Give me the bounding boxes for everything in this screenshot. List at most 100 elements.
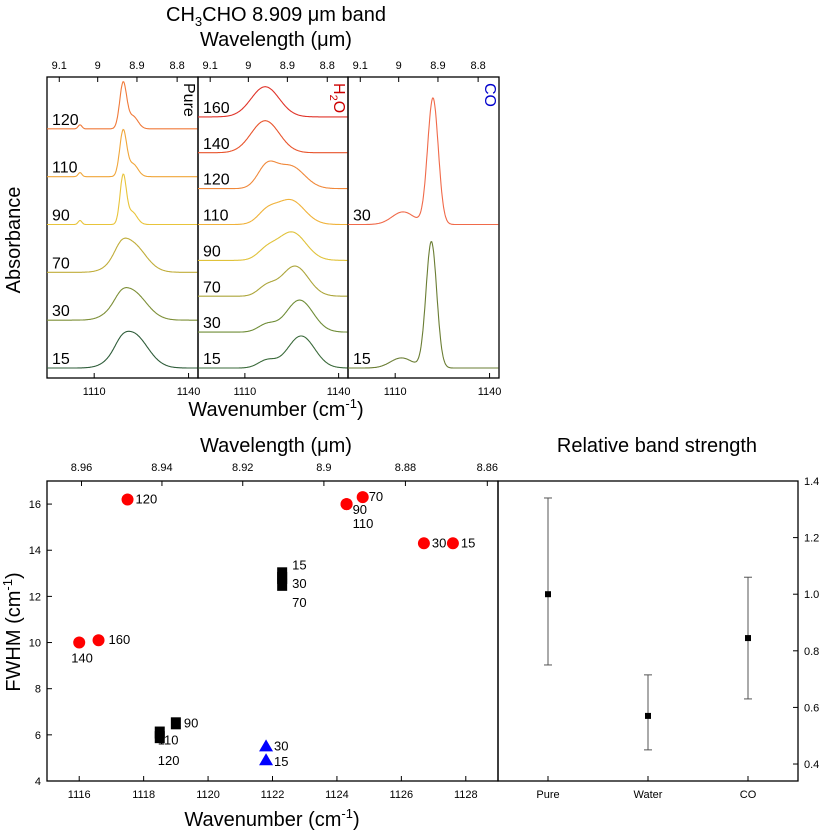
band-strength-category-label: Water bbox=[634, 789, 663, 801]
trace-temp-label: 30 bbox=[52, 303, 70, 320]
trace-temp-label: 90 bbox=[52, 208, 70, 225]
trace-temp-label: 120 bbox=[52, 112, 79, 129]
fwhm-y-tick-label: 6 bbox=[35, 730, 41, 742]
trace-temp-label: 15 bbox=[52, 351, 70, 368]
band-strength-category-label: Pure bbox=[536, 789, 559, 801]
fwhm-y-axis-label: FWHM (cm-1) bbox=[0, 572, 25, 691]
fwhm-point-circle bbox=[92, 634, 105, 647]
fwhm-x-axis-label: Wavenumber (cm-1) bbox=[184, 806, 359, 830]
band-strength-point bbox=[645, 712, 651, 719]
fwhm-point-label: 30 bbox=[292, 576, 306, 591]
spectra-bottom-tick-label: 1110 bbox=[384, 386, 407, 398]
fwhm-point-label: 120 bbox=[158, 753, 180, 768]
fwhm-y-tick-label: 16 bbox=[29, 499, 41, 511]
panel-label-co: CO bbox=[481, 83, 498, 107]
fwhm-point-label: 90 bbox=[353, 502, 367, 517]
fwhm-point-label: 30 bbox=[432, 535, 446, 550]
trace-temp-label: 90 bbox=[203, 243, 221, 260]
spectra-top-tick-label: 9.1 bbox=[203, 60, 218, 72]
spectrum-trace-120 bbox=[198, 160, 348, 190]
band-strength-y-tick-label: 0.6 bbox=[804, 702, 819, 714]
spectra-top-tick-label: 8.9 bbox=[280, 60, 295, 72]
spectrum-trace-15 bbox=[198, 335, 348, 369]
fwhm-y-tick-label: 14 bbox=[29, 545, 41, 557]
spectra-panel-frame bbox=[197, 76, 349, 379]
spectra-top-tick-label: 8.9 bbox=[129, 60, 144, 72]
trace-temp-label: 30 bbox=[203, 315, 221, 332]
fwhm-top-tick-label: 8.92 bbox=[232, 462, 253, 474]
spectra-top-tick-label: 8.8 bbox=[320, 60, 335, 72]
spectrum-trace-110 bbox=[47, 128, 198, 178]
band-strength-category-label: CO bbox=[740, 789, 757, 801]
fwhm-y-tick-label: 10 bbox=[29, 638, 41, 650]
spectra-top-axis-label: Wavelength (μm) bbox=[200, 29, 352, 51]
band-strength-y-tick-label: 1.2 bbox=[804, 533, 819, 545]
fwhm-point-circle bbox=[446, 537, 459, 550]
spectra-bottom-tick-label: 1140 bbox=[327, 386, 351, 398]
spectra-top-tick-label: 9 bbox=[396, 60, 402, 72]
fwhm-point-triangle bbox=[259, 753, 274, 766]
trace-temp-label: 160 bbox=[203, 100, 230, 117]
fwhm-y-tick-label: 8 bbox=[35, 684, 41, 696]
spectrum-trace-15 bbox=[47, 330, 198, 369]
spectrum-trace-70 bbox=[198, 265, 348, 297]
spectrum-trace-140 bbox=[198, 120, 348, 154]
spectrum-trace-70 bbox=[47, 237, 198, 273]
spectrum-trace-120 bbox=[47, 81, 198, 130]
fwhm-top-tick-label: 8.86 bbox=[477, 462, 498, 474]
fwhm-x-tick-label: 1118 bbox=[132, 789, 155, 801]
band-strength-point bbox=[545, 591, 551, 598]
fwhm-y-tick-label: 12 bbox=[29, 591, 41, 603]
fwhm-point-circle bbox=[340, 498, 353, 511]
trace-temp-label: 15 bbox=[353, 351, 371, 368]
fwhm-x-tick-label: 1124 bbox=[325, 789, 349, 801]
fwhm-top-axis-label: Wavelength (μm) bbox=[200, 435, 352, 457]
fwhm-point-square bbox=[277, 571, 288, 584]
spectra-top-tick-label: 8.9 bbox=[430, 60, 445, 72]
spectrum-trace-30 bbox=[348, 96, 499, 226]
band-strength-y-tick-label: 1.4 bbox=[804, 476, 819, 488]
fwhm-x-tick-label: 1120 bbox=[196, 789, 220, 801]
band-strength-point bbox=[745, 635, 751, 642]
spectra-top-tick-label: 9 bbox=[245, 60, 251, 72]
spectra-top-tick-label: 8.8 bbox=[470, 60, 485, 72]
fwhm-point-label: 120 bbox=[136, 491, 158, 506]
fwhm-point-square bbox=[154, 731, 165, 744]
panel-label-h2o: H2O bbox=[327, 83, 347, 113]
band-strength-title: Relative band strength bbox=[557, 435, 757, 457]
trace-temp-label: 30 bbox=[353, 208, 371, 225]
fwhm-point-label: 15 bbox=[292, 557, 306, 572]
fwhm-point-square bbox=[170, 717, 181, 730]
band-strength-y-tick-label: 1.0 bbox=[804, 589, 819, 601]
fwhm-point-label: 110 bbox=[353, 516, 374, 531]
fwhm-point-circle bbox=[73, 636, 86, 649]
spectra-bottom-tick-label: 1110 bbox=[233, 386, 256, 398]
spectra-panel-frame bbox=[347, 76, 500, 379]
trace-temp-label: 120 bbox=[203, 172, 230, 189]
fwhm-chart: Wavelength (μm) Wavenumber (cm-1) FWHM (… bbox=[0, 435, 499, 830]
fwhm-point-circle bbox=[417, 537, 430, 550]
spectra-title: CH3CHO 8.909 μm band bbox=[166, 4, 386, 29]
spectra-bottom-tick-label: 1110 bbox=[83, 386, 106, 398]
spectrum-trace-30 bbox=[47, 287, 198, 321]
fwhm-y-tick-label: 4 bbox=[35, 776, 41, 788]
fwhm-top-tick-label: 8.94 bbox=[151, 462, 172, 474]
trace-temp-label: 110 bbox=[203, 208, 229, 225]
spectra-bottom-tick-label: 1140 bbox=[478, 386, 502, 398]
spectrum-trace-160 bbox=[198, 86, 348, 118]
fwhm-x-tick-label: 1126 bbox=[390, 789, 414, 801]
fwhm-point-label: 160 bbox=[109, 632, 131, 647]
fwhm-x-tick-label: 1128 bbox=[454, 789, 478, 801]
spectra-top-tick-label: 8.8 bbox=[169, 60, 184, 72]
fwhm-point-square bbox=[277, 578, 288, 591]
fwhm-point-label: 15 bbox=[274, 754, 288, 769]
spectrum-trace-110 bbox=[198, 198, 348, 226]
fwhm-point-label: 140 bbox=[71, 651, 93, 666]
trace-temp-label: 110 bbox=[52, 160, 78, 177]
trace-temp-label: 70 bbox=[52, 255, 70, 272]
trace-temp-label: 140 bbox=[203, 136, 230, 153]
spectra-x-axis-label: Wavenumber (cm-1) bbox=[188, 396, 363, 421]
trace-temp-label: 15 bbox=[203, 351, 221, 368]
fwhm-point-circle bbox=[356, 491, 369, 504]
fwhm-top-tick-label: 8.88 bbox=[395, 462, 416, 474]
